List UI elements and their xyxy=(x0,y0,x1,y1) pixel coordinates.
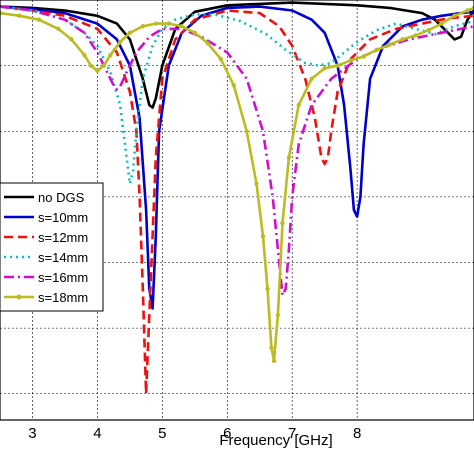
series-point xyxy=(348,58,353,63)
legend-label: no DGS xyxy=(38,190,85,205)
x-axis-label: Frequency [GHz] xyxy=(219,432,332,449)
series-point xyxy=(413,33,418,38)
series-point xyxy=(271,358,277,364)
series-point xyxy=(56,26,61,32)
series-point xyxy=(322,66,327,71)
series-point xyxy=(218,56,223,62)
series-s-10mm xyxy=(0,5,474,310)
legend-label: s=18mm xyxy=(38,290,88,305)
series-point xyxy=(426,27,431,33)
x-tick-label: 7 xyxy=(288,425,296,442)
series-point xyxy=(17,13,22,18)
series-point xyxy=(296,102,301,108)
series-point xyxy=(231,83,236,88)
legend-label: s=16mm xyxy=(38,270,88,285)
series-s-12mm xyxy=(0,5,474,396)
series-point xyxy=(205,41,210,46)
series-point xyxy=(286,155,292,160)
series-s-18mm xyxy=(0,5,474,364)
series-point xyxy=(69,37,74,42)
legend-label: s=10mm xyxy=(38,210,88,225)
series-point xyxy=(108,52,113,58)
series-point xyxy=(280,220,285,226)
x-tick-label: 6 xyxy=(223,425,231,442)
series-line xyxy=(0,5,474,310)
series-point xyxy=(82,52,87,58)
legend-label: s=12mm xyxy=(38,230,88,245)
series-point xyxy=(269,345,274,351)
series-s-16mm xyxy=(0,5,474,297)
series-point xyxy=(309,76,314,81)
series-point xyxy=(254,181,259,186)
series-line xyxy=(0,5,474,297)
legend-box xyxy=(0,182,104,312)
x-tick-label: 5 xyxy=(158,425,166,442)
legend-label: s=14mm xyxy=(38,250,88,265)
series-point xyxy=(400,37,405,42)
series-point xyxy=(465,8,470,13)
series-line xyxy=(0,5,474,396)
series-point xyxy=(166,21,172,26)
x-tick-labels: 3 4 5 6 7 8 xyxy=(28,425,361,442)
series-point xyxy=(36,17,42,22)
series-point xyxy=(275,312,281,318)
series-point xyxy=(192,30,197,36)
x-tick-label: 3 xyxy=(28,425,36,442)
series-point xyxy=(88,63,94,68)
legend-marker xyxy=(16,294,22,300)
series-point xyxy=(260,234,266,239)
series-point xyxy=(101,63,107,68)
legend: no DGS s=10mm s=12mm s=14mm s=16mm s=18mm xyxy=(0,182,104,312)
series-point xyxy=(439,21,444,26)
series-point xyxy=(244,129,249,134)
series-point xyxy=(127,30,133,36)
series-point xyxy=(452,13,457,18)
series-point xyxy=(153,21,159,26)
x-tick-label: 8 xyxy=(353,425,361,442)
series-point xyxy=(361,54,366,59)
series-point xyxy=(95,68,100,74)
series-point xyxy=(265,286,270,291)
series-point xyxy=(335,63,340,68)
plot-frame xyxy=(0,0,474,421)
series-point xyxy=(140,24,146,29)
x-tick-label: 4 xyxy=(93,425,101,442)
series-point xyxy=(179,24,185,29)
series-point xyxy=(374,47,379,53)
series-point xyxy=(117,39,123,45)
series-point xyxy=(387,42,392,47)
series-layer xyxy=(0,1,474,396)
